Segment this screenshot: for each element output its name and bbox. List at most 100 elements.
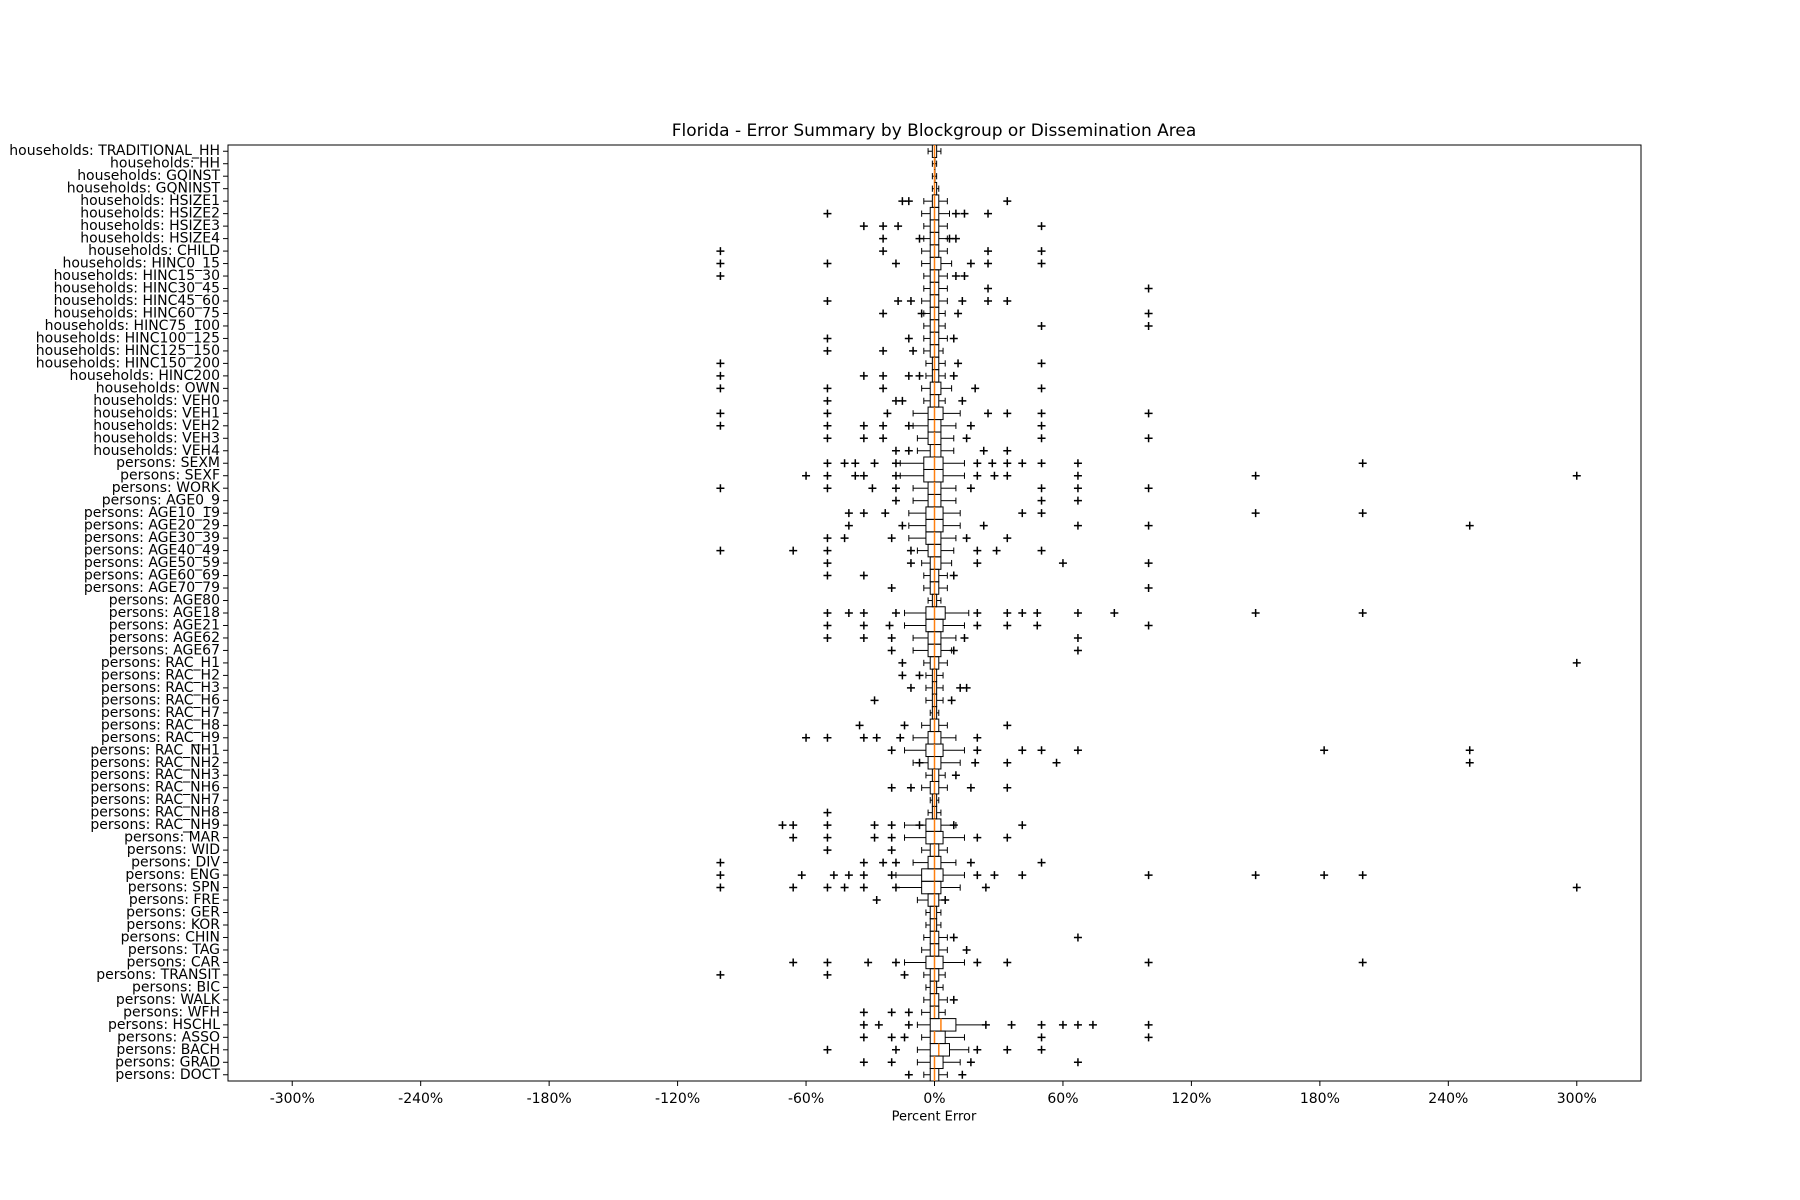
outlier (879, 309, 888, 318)
y-tick-label: persons: TRANSIT (96, 967, 220, 983)
outlier (1073, 1058, 1082, 1067)
outlier (1037, 434, 1046, 443)
outlier (1003, 471, 1012, 480)
outlier (1003, 197, 1012, 206)
outlier (823, 434, 832, 443)
box (929, 556, 942, 570)
outlier (954, 309, 963, 318)
outlier (823, 883, 832, 892)
box (929, 381, 942, 396)
y-tick-label: households: HSIZE3 (80, 218, 220, 234)
outlier (904, 446, 913, 455)
outlier (904, 1020, 913, 1029)
outlier (1073, 746, 1082, 755)
outlier (823, 209, 832, 218)
y-tick-label: households: HINC100_125 (36, 330, 220, 346)
y-tick-label: persons: RAC_NH8 (90, 805, 220, 821)
outlier (891, 1045, 900, 1054)
outlier (844, 609, 853, 617)
outlier (859, 222, 868, 231)
outlier (973, 833, 982, 842)
outlier (823, 546, 832, 555)
outlier (966, 858, 975, 867)
outlier (716, 259, 725, 268)
outlier (1003, 609, 1012, 617)
y-tick-label: persons: RAC_H1 (101, 655, 220, 671)
outlier (891, 459, 900, 468)
outlier (879, 421, 888, 430)
outlier (870, 821, 879, 830)
y-tick-label: persons: HSCHL (108, 1017, 220, 1033)
y-tick-label: persons: AGE30_39 (84, 530, 220, 546)
y-tick-label: persons: SPN (128, 880, 220, 896)
outlier (1358, 609, 1367, 617)
outlier (1037, 359, 1046, 368)
outlier (1003, 833, 1012, 842)
outlier (789, 821, 798, 830)
outlier (906, 559, 915, 568)
outlier (966, 259, 975, 268)
outlier (958, 1070, 967, 1079)
outlier (896, 733, 905, 742)
outlier (1144, 958, 1153, 967)
chart-title: Florida - Error Summary by Blockgroup or… (672, 121, 1197, 141)
outlier (1052, 758, 1061, 767)
outlier (904, 371, 913, 380)
y-tick-label: households: HINC30_45 (54, 281, 220, 297)
outlier (1144, 409, 1153, 418)
outlier (864, 958, 873, 967)
outlier (962, 434, 971, 443)
outlier (870, 696, 879, 705)
y-tick-label: households: HSIZE4 (80, 231, 220, 247)
outlier (823, 396, 832, 405)
box (931, 194, 940, 208)
outlier (823, 409, 832, 418)
outlier (966, 421, 975, 430)
outlier (1037, 259, 1046, 268)
outlier (1003, 758, 1012, 767)
outlier (949, 334, 958, 343)
y-tick-label: persons: CAR (126, 954, 220, 970)
outlier (716, 371, 725, 380)
outlier (1003, 297, 1012, 305)
outlier (906, 783, 915, 792)
y-tick-label: persons: CHIN (121, 929, 220, 945)
outlier (898, 671, 907, 680)
x-tick-label: -300% (270, 1091, 315, 1107)
outlier (891, 958, 900, 967)
outlier (859, 434, 868, 443)
y-tick-label: households: HINC0_15 (62, 256, 220, 272)
outlier (891, 883, 900, 892)
outlier (716, 871, 725, 880)
outlier (868, 484, 877, 493)
outlier (887, 584, 896, 593)
box (927, 893, 940, 907)
x-tick-label: 0% (923, 1091, 945, 1107)
outlier (906, 546, 915, 555)
outlier (949, 995, 958, 1004)
outlier (870, 459, 879, 468)
outlier (859, 858, 868, 867)
x-tick-label: 60% (1047, 1091, 1078, 1107)
x-axis-label: Percent Error (892, 1110, 977, 1125)
outlier (1144, 621, 1153, 630)
outlier (894, 297, 903, 305)
y-tick-label: households: CHILD (88, 243, 220, 259)
outlier (859, 633, 868, 642)
box (925, 606, 946, 620)
outlier (1144, 521, 1153, 530)
outlier (716, 409, 725, 418)
outlier (844, 509, 853, 518)
outlier (906, 297, 915, 305)
outlier (844, 871, 853, 880)
outlier (859, 1008, 868, 1017)
outlier (891, 858, 900, 867)
box (929, 1043, 950, 1057)
outlier (879, 371, 888, 380)
outlier (870, 833, 879, 842)
x-tick-label: -240% (398, 1091, 443, 1107)
outlier (859, 421, 868, 430)
outlier (1033, 609, 1042, 617)
x-tick-label: 180% (1300, 1091, 1340, 1107)
outlier (823, 846, 832, 855)
